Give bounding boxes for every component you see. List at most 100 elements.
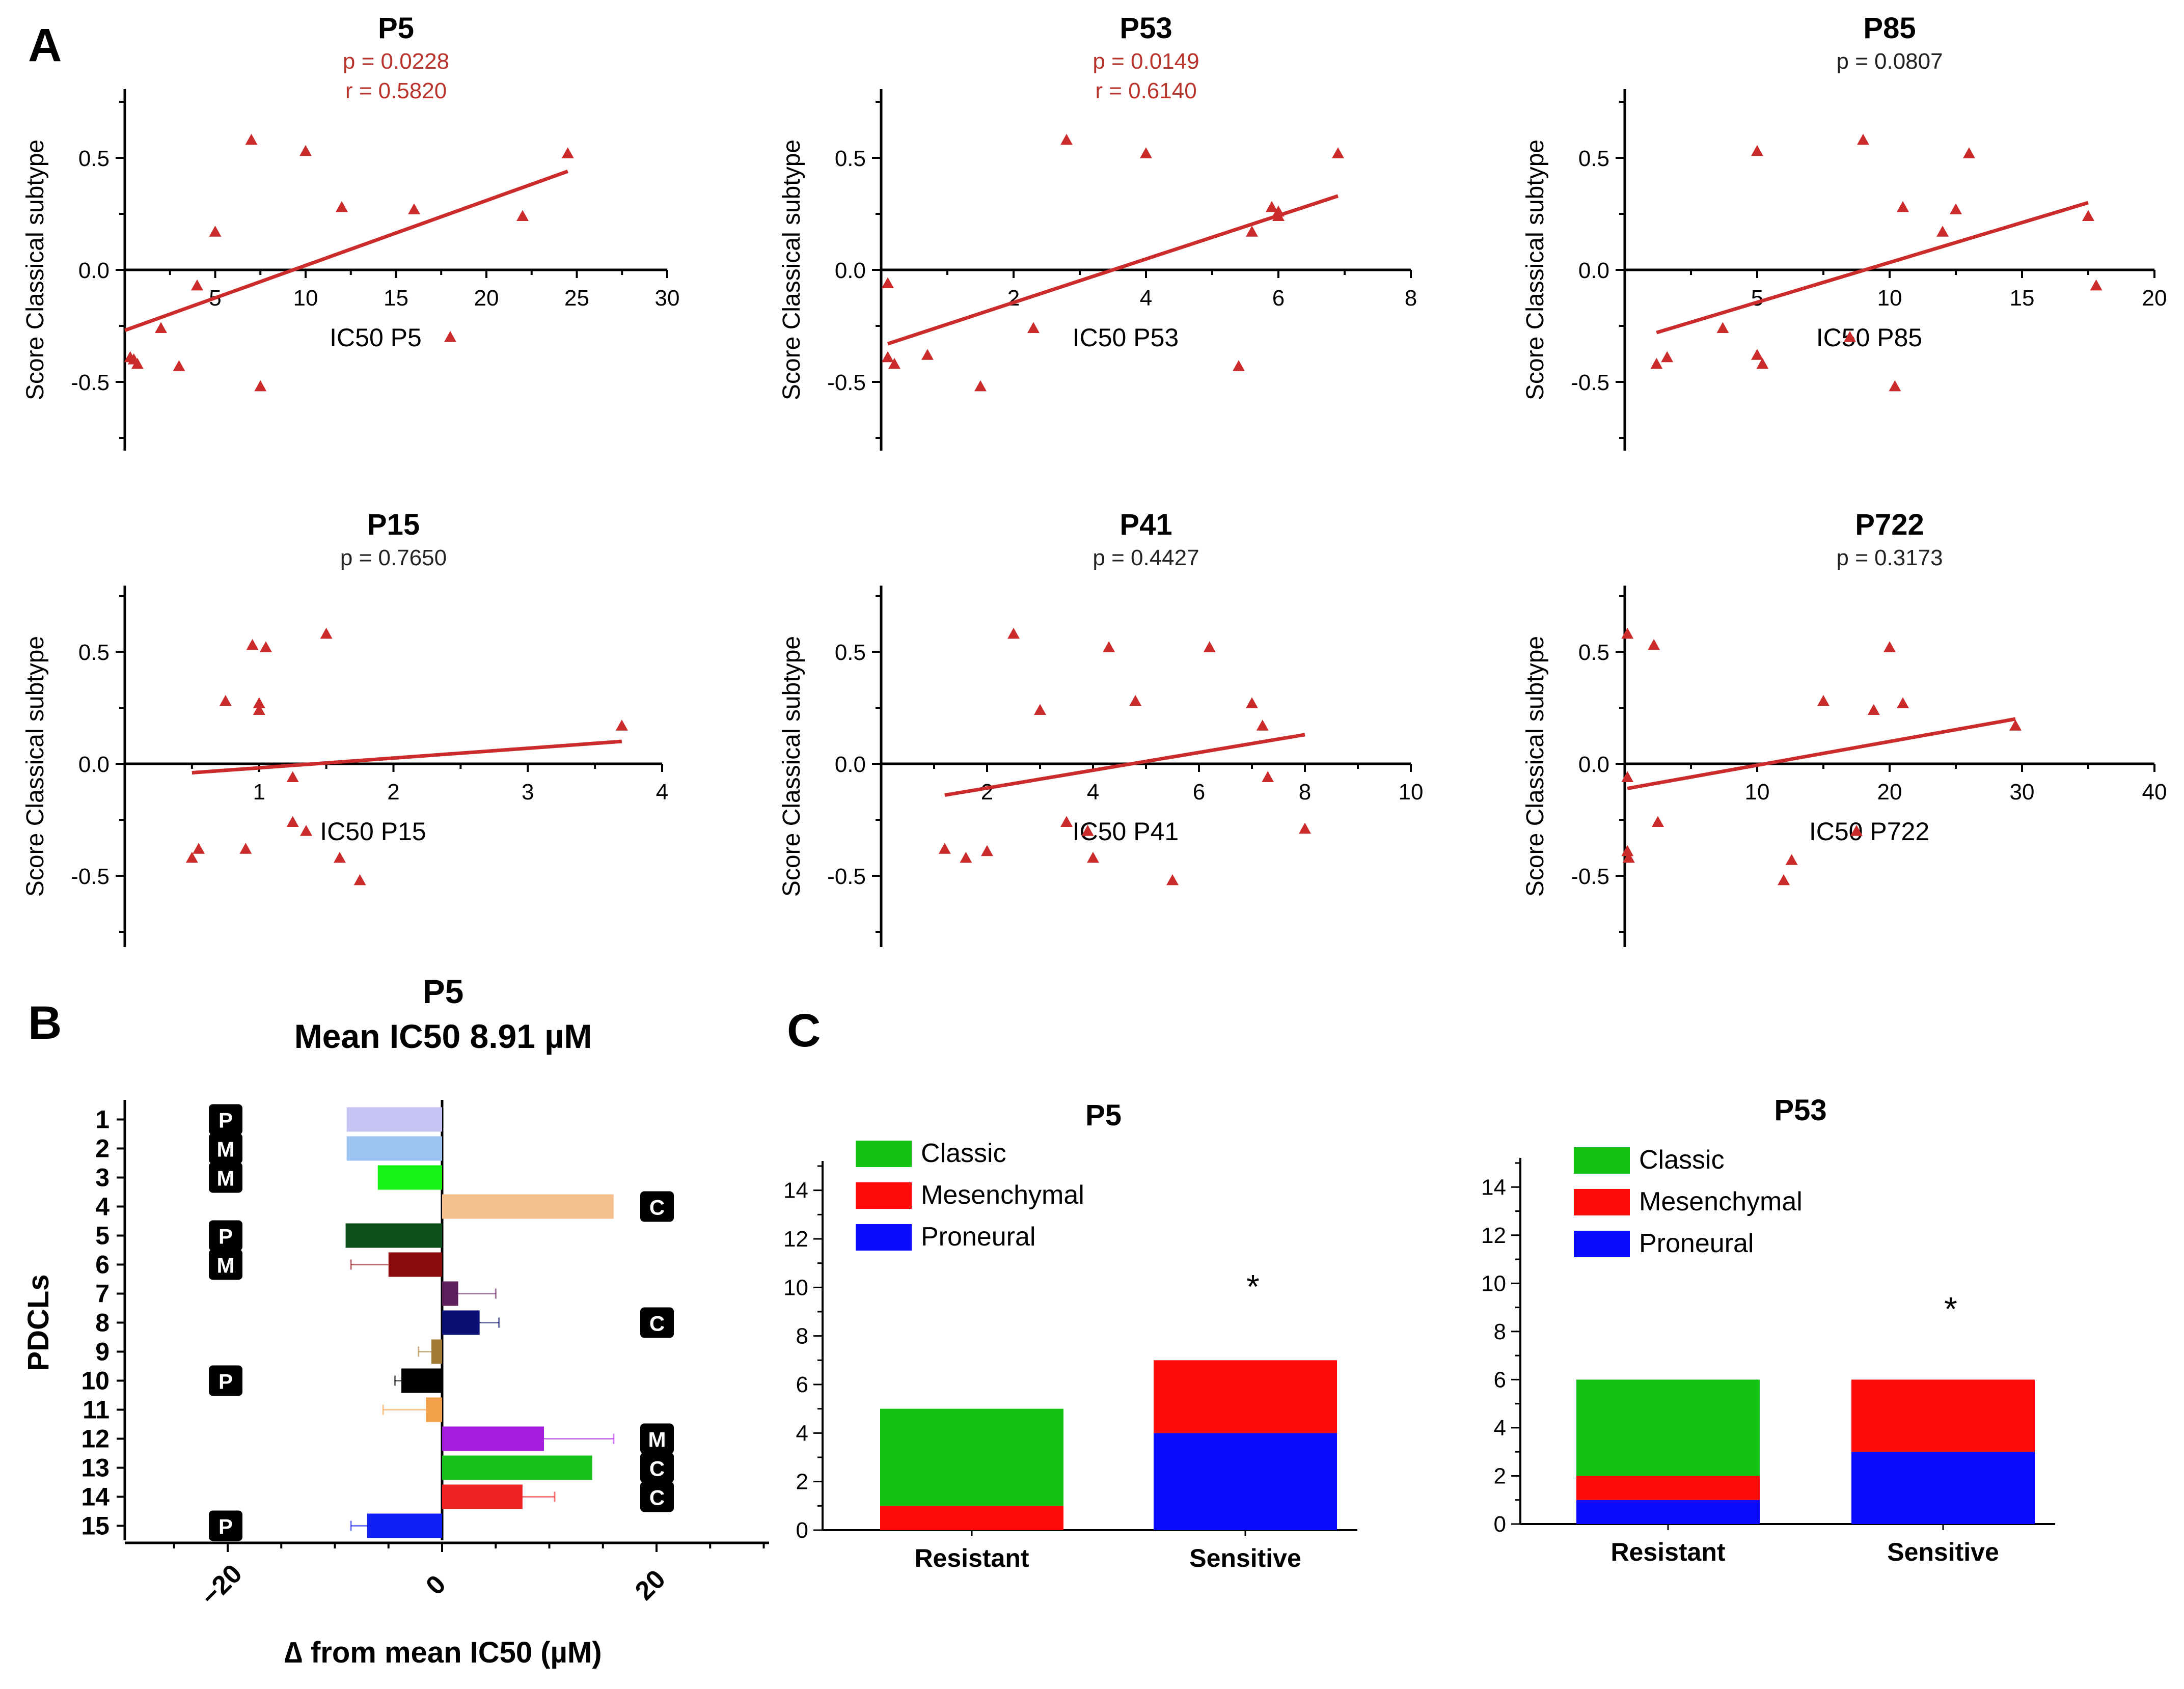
data-point	[246, 639, 259, 650]
data-point	[155, 322, 167, 333]
x-tick-label: 2	[981, 780, 993, 805]
subtype-tag-box	[209, 1249, 242, 1280]
data-point	[1621, 845, 1634, 856]
y-tick-label: -0.5	[827, 370, 866, 395]
stack-segment-classic	[1576, 1379, 1760, 1476]
regression-line	[124, 170, 568, 333]
regression-line	[192, 739, 622, 775]
stat-label: p = 0.4427	[1093, 545, 1199, 570]
data-point	[1246, 226, 1258, 237]
x-axis-label: IC50 P15	[320, 817, 426, 846]
data-point	[336, 201, 348, 212]
subtype-tag: M	[648, 1428, 666, 1452]
y-axis-label: Score Classical subtype	[778, 636, 805, 897]
y-tick-label: 5	[95, 1222, 110, 1250]
y-tick-label: 4	[1494, 1416, 1506, 1441]
y-tick-label: 7	[95, 1280, 110, 1308]
data-point	[1103, 641, 1115, 652]
subtype-tag: M	[217, 1167, 235, 1190]
bar	[401, 1368, 442, 1393]
stat-label: p = 0.0228	[343, 49, 449, 74]
data-point	[219, 695, 232, 706]
x-tick-label: 6	[1272, 286, 1285, 311]
subtype-tag: C	[649, 1457, 665, 1481]
x-tick-label: 4	[1140, 286, 1152, 311]
data-point	[1060, 816, 1073, 827]
data-point	[1034, 704, 1046, 715]
y-tick-label: 0.0	[835, 752, 866, 777]
x-tick-label: 1	[253, 780, 265, 805]
y-tick-label: 12	[81, 1425, 110, 1453]
legend-swatch	[1574, 1189, 1630, 1215]
chart-title: P85	[1863, 12, 1916, 45]
subtype-tag-box	[209, 1162, 242, 1193]
subtype-tag: C	[649, 1196, 665, 1220]
y-axis-label: Score Classical subtype	[1522, 140, 1549, 400]
x-tick-label: 30	[655, 286, 680, 311]
bar	[388, 1252, 442, 1277]
panel-label-c: C	[787, 1005, 821, 1057]
y-tick-label: 0.5	[835, 146, 866, 171]
data-point	[938, 843, 951, 854]
scatter-chart-p5: P5 p = 0.0228 r = 0.5820 0.5 0.0 -0.5 Score Cl…	[22, 12, 679, 451]
y-tick-label: -0.5	[71, 370, 110, 395]
stat-label: p = 0.0149	[1093, 49, 1199, 74]
y-tick-label: 14	[1481, 1175, 1506, 1200]
data-point	[960, 851, 972, 863]
subtype-tag: M	[217, 1138, 235, 1161]
data-point	[1857, 133, 1869, 145]
bar	[442, 1426, 544, 1451]
data-point	[1661, 351, 1674, 363]
data-point	[254, 380, 267, 392]
data-point	[516, 210, 529, 221]
data-point	[2082, 210, 2094, 221]
y-tick-label: -0.5	[1571, 370, 1609, 395]
data-point	[1246, 697, 1258, 708]
data-point	[173, 360, 185, 371]
data-point	[444, 331, 456, 342]
x-tick-label: Resistant	[1610, 1538, 1725, 1566]
data-point	[1272, 210, 1285, 221]
chart-title: P5	[423, 973, 464, 1010]
y-tick-label: 15	[81, 1512, 110, 1540]
y-tick-label: -0.5	[71, 864, 110, 889]
y-tick-label: 12	[783, 1227, 808, 1252]
x-tick-label: 10	[1399, 780, 1424, 805]
legend-swatch	[856, 1141, 912, 1167]
data-point	[253, 704, 265, 715]
data-point	[1140, 147, 1152, 158]
stack-segment-mesenchymal	[880, 1506, 1063, 1530]
y-axis-label: Score Classical subtype	[1522, 636, 1549, 897]
x-tick-label: 2	[1007, 286, 1020, 311]
stack-segment-proneural	[1851, 1452, 2035, 1524]
subtype-tag: C	[649, 1312, 665, 1336]
x-tick-label: 30	[2010, 780, 2035, 805]
y-tick-label: 10	[1481, 1271, 1506, 1296]
data-point	[286, 816, 299, 827]
data-point	[1963, 147, 1975, 158]
data-point	[245, 133, 258, 145]
y-tick-label: 1	[95, 1105, 110, 1134]
y-tick-label: 8	[796, 1324, 808, 1349]
x-axis-label: IC50 P85	[1816, 323, 1922, 352]
x-tick-label: 6	[1193, 780, 1205, 805]
subtype-tag: P	[219, 1370, 233, 1394]
data-point	[1166, 874, 1179, 885]
legend-label: Mesenchymal	[921, 1180, 1084, 1210]
data-point	[1844, 331, 1856, 342]
stat-label: p = 0.0807	[1836, 49, 1943, 74]
scatter-chart-p85: P85 p = 0.0807 0.5 0.0 -0.5 Score Classical s…	[1522, 12, 2167, 451]
subtype-tag-box	[209, 1220, 242, 1251]
data-point	[131, 357, 144, 369]
bar	[346, 1107, 442, 1132]
significance-star: *	[1944, 1290, 1957, 1327]
regression-line	[887, 194, 1339, 346]
data-point	[921, 349, 934, 360]
y-tick-label: 0.0	[1578, 258, 1609, 283]
regression-line	[944, 733, 1305, 797]
data-point	[1203, 641, 1216, 652]
chart-subtitle: Mean IC50 8.91 µM	[294, 1017, 592, 1055]
legend-label: Proneural	[1639, 1229, 1754, 1258]
x-tick-label: 15	[384, 286, 408, 311]
